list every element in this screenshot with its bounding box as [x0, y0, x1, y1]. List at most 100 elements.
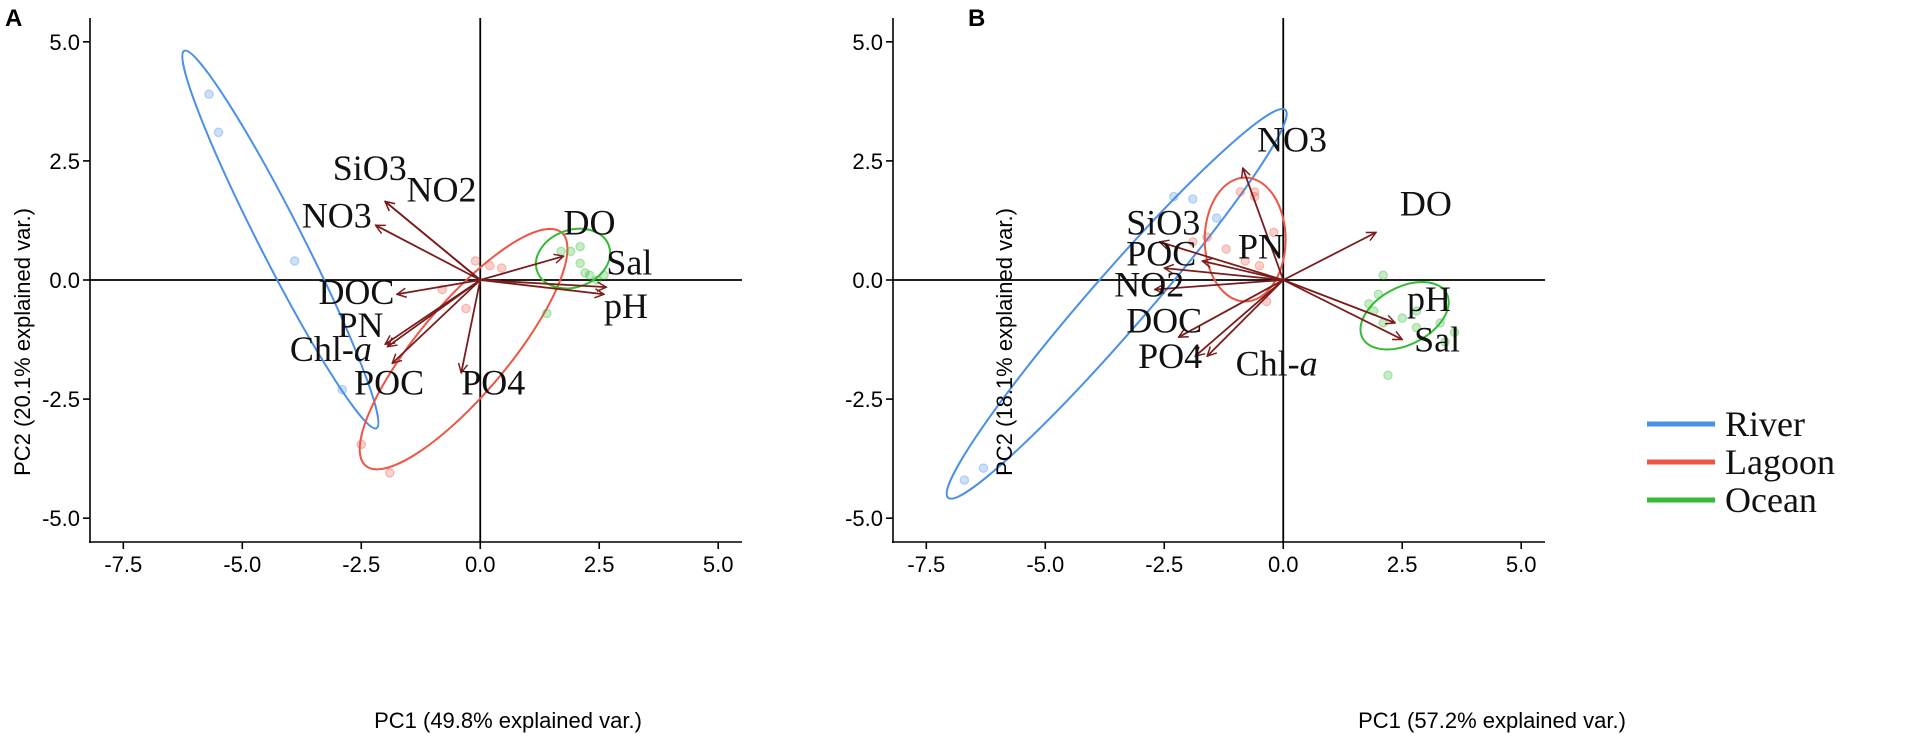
data-point-lagoon: [1268, 227, 1279, 238]
panel-a-y-tick-label: -2.5: [42, 387, 80, 412]
loading-label-chl-a: Chl-a: [1236, 343, 1318, 383]
panel-a-x-tick-label: 0.0: [465, 552, 496, 577]
data-point-lagoon: [461, 303, 471, 314]
loading-arrow-chl-a: [1207, 279, 1284, 356]
panel-a-x-tick-label: -7.5: [104, 552, 142, 577]
loading-label-sio3: SiO3: [333, 148, 407, 188]
data-point-ocean: [575, 258, 585, 269]
panel-b-x-tick-label: -2.5: [1145, 552, 1183, 577]
panel-b-x-tick-label: 2.5: [1387, 552, 1418, 577]
loading-label-doc: DOC: [1126, 300, 1202, 340]
loading-label-ph: pH: [1407, 279, 1451, 319]
loading-label-do: DO: [1400, 184, 1452, 224]
panel-a-group-river: [181, 49, 380, 430]
data-point-river: [213, 127, 224, 138]
data-point-ocean: [1411, 306, 1422, 316]
panel-b-x-tick-label: 5.0: [1506, 552, 1537, 577]
loading-arrow-no2: [1155, 279, 1284, 290]
panel-a: A -7.5 -5.0 -2.5 0.0 2.5 5.0 -5.0 -2.5 0.0 2.5 5.0…: [5, 5, 742, 733]
loading-arrow-ph: [480, 279, 604, 294]
panel-a-x-tick-label: -5.0: [223, 552, 261, 577]
data-point-river: [1211, 213, 1222, 223]
data-point-river: [1168, 191, 1179, 202]
loading-label-poc: POC: [354, 362, 424, 402]
panel-a-loadings: [376, 201, 607, 372]
data-point-lagoon: [385, 468, 395, 478]
data-point-river: [1188, 194, 1198, 204]
panel-b-x-tick-label: 0.0: [1268, 552, 1299, 577]
loading-arrow-no3: [1243, 168, 1285, 281]
panel-b-x-axis-title: PC1 (57.2% explained var.): [1358, 708, 1626, 733]
loading-label-pn: PN: [337, 305, 383, 345]
data-point-river: [289, 256, 300, 266]
loading-arrow-sal: [1282, 279, 1402, 341]
data-point-river: [204, 89, 214, 100]
data-point-river: [978, 463, 989, 473]
loading-arrow-sio3: [1160, 242, 1284, 281]
panel-a-x-tick-label: 2.5: [584, 552, 615, 577]
panel-b-y-tick-label: 2.5: [852, 149, 883, 174]
legend-label-river: River: [1725, 404, 1805, 444]
panel-a-group-lagoon: [356, 227, 569, 478]
panel-a-plot-area: -7.5 -5.0 -2.5 0.0 2.5 5.0 -5.0 -2.5 0.0 2.5 5.0 Si…: [42, 18, 742, 577]
loading-label-sio3: SiO3: [1126, 203, 1200, 243]
loading-arrow-chl-a: [387, 279, 481, 347]
loading-arrow-pn: [1202, 261, 1284, 281]
loading-arrow-ph: [1282, 279, 1395, 323]
confidence-ellipse-ocean: [1359, 281, 1450, 351]
data-point-lagoon: [1221, 244, 1231, 254]
loading-arrow-poc: [1164, 268, 1284, 281]
data-point-lagoon: [1188, 237, 1198, 247]
data-point-ocean: [580, 268, 590, 278]
loading-arrow-po4: [1195, 279, 1284, 356]
panel-b-x-tick-label: -7.5: [907, 552, 945, 577]
loading-arrow-no2: [385, 201, 481, 281]
data-point-ocean: [1383, 370, 1393, 381]
panel-b-y-tick-label: -2.5: [845, 387, 883, 412]
data-point-ocean: [584, 270, 595, 281]
loading-arrow-doc: [397, 279, 481, 294]
panel-a-y-tick-label: 2.5: [49, 149, 80, 174]
panel-a-y-tick-label: 0.0: [49, 268, 80, 293]
data-point-lagoon: [470, 256, 481, 266]
data-point-ocean: [1397, 313, 1408, 323]
data-point-lagoon: [1254, 260, 1265, 271]
panel-b-y-axis-title: PC2 (18.1% explained var.): [992, 208, 1017, 476]
loading-arrow-do: [480, 256, 563, 281]
loading-arrow-doc: [1179, 279, 1284, 338]
panel-a-y-tick-label: -5.0: [42, 506, 80, 531]
loading-label-no2: NO2: [406, 169, 476, 209]
legend-label-ocean: Ocean: [1725, 480, 1817, 520]
panel-b-label: B: [968, 5, 985, 32]
loading-label-doc: DOC: [318, 272, 394, 312]
loading-label-chl-a: Chl-a: [290, 329, 372, 369]
data-point-lagoon: [1240, 256, 1250, 266]
confidence-ellipse-river: [181, 49, 380, 430]
data-point-ocean: [1378, 270, 1388, 281]
data-point-ocean: [556, 246, 566, 257]
loading-label-no3: NO3: [1257, 119, 1327, 159]
data-point-lagoon: [496, 263, 507, 273]
loading-label-sal: Sal: [1414, 319, 1460, 359]
panel-b-y-tick-label: -5.0: [845, 506, 883, 531]
panel-b-group-river: [945, 107, 1288, 500]
data-point-river: [959, 475, 970, 485]
data-point-ocean: [542, 308, 552, 319]
panel-a-y-tick-label: 5.0: [49, 30, 80, 55]
panel-b-x-tick-label: -5.0: [1026, 552, 1064, 577]
data-point-ocean: [1440, 337, 1450, 347]
panel-b-y-tick-label: 0.0: [852, 268, 883, 293]
data-point-ocean: [1411, 322, 1422, 333]
loading-arrow-po4: [461, 279, 482, 373]
data-point-ocean: [575, 241, 585, 252]
panel-a-x-axis-title: PC1 (49.8% explained var.): [374, 708, 642, 733]
data-point-ocean: [1449, 327, 1460, 338]
panel-b-plot-area: -7.5 -5.0 -2.5 0.0 2.5 5.0 -5.0 -2.5 0.0 2.5 5.0 NO…: [845, 18, 1545, 577]
loading-label-po4: PO4: [1138, 336, 1202, 376]
loading-label-ph: pH: [604, 286, 648, 326]
data-point-lagoon: [484, 260, 495, 271]
